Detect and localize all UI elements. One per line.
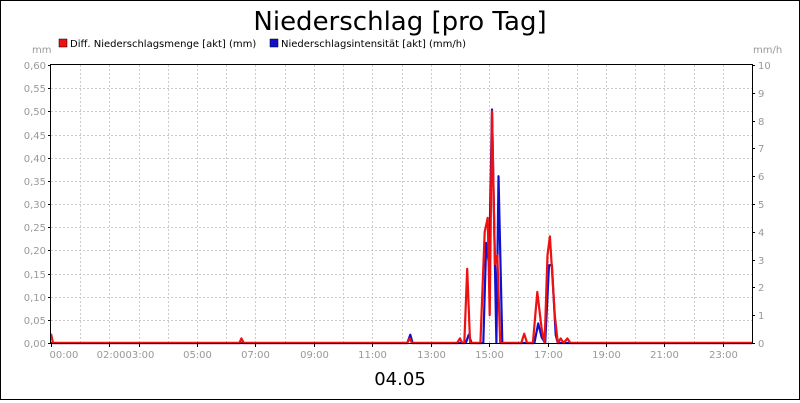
y-right-tick-label: 4 (758, 228, 764, 239)
y-left-tick-label: 0,30 (24, 200, 46, 211)
legend-swatch-blue (269, 38, 279, 48)
y-right-tick-label: 10 (758, 61, 771, 72)
y-right-axis: 0 1 2 3 4 5 6 7 8 9 10 (752, 61, 771, 350)
x-tick-label: 07:00 (241, 350, 270, 361)
y-right-tick-label: 8 (758, 117, 764, 128)
y-left-tick-label: 0,00 (24, 339, 46, 350)
series-line-1 (49, 110, 752, 345)
y-right-tick-label: 6 (758, 172, 764, 183)
x-tick-label: 17:00 (534, 350, 563, 361)
legend-swatch-red (58, 38, 68, 48)
y-right-tick-label: 7 (758, 144, 764, 155)
x-tick-label: 00:00 (50, 350, 79, 361)
y-right-tick-label: 1 (758, 311, 764, 322)
y-left-tick-label: 0,15 (24, 270, 46, 281)
y-left-tick-label: 0,25 (24, 223, 46, 234)
x-tick-label: 03:00 (126, 350, 155, 361)
y-left-tick-label: 0,35 (24, 177, 46, 188)
grid-lines (51, 65, 752, 343)
y-left-tick-label: 0,50 (24, 107, 46, 118)
y-left-tick-label: 0,10 (24, 293, 46, 304)
y-left-tick-label: 0,60 (24, 61, 46, 72)
y-left-tick-label: 0,45 (24, 131, 46, 142)
y-left-unit: mm (32, 45, 51, 56)
legend-label-series-2: Niederschlagsintensität [akt] (mm/h) (281, 39, 466, 50)
chart-title: Niederschlag [pro Tag] (253, 7, 546, 37)
y-left-tick-label: 0,40 (24, 154, 46, 165)
x-tick-label: 05:00 (183, 350, 212, 361)
legend-label-series-1: Diff. Niederschlagsmenge [akt] (mm) (70, 39, 256, 50)
x-tick-label: 23:00 (709, 350, 738, 361)
x-axis: 00:00 02:00 03:00 05:00 07:00 09:00 11:00 13:00… (50, 343, 738, 361)
series-line-2 (51, 108, 752, 345)
y-right-tick-label: 2 (758, 283, 764, 294)
series-layer (49, 108, 752, 345)
y-left-tick-label: 0,05 (24, 316, 46, 327)
y-right-tick-label: 3 (758, 256, 764, 267)
y-right-tick-label: 0 (758, 339, 764, 350)
x-tick-label: 19:00 (592, 350, 621, 361)
date-label: 04.05 (374, 369, 426, 390)
y-right-tick-label: 9 (758, 89, 764, 100)
y-left-axis: 0,00 0,05 0,10 0,15 0,20 0,25 0,30 0,35 0,40 0,45… (24, 61, 51, 350)
y-right-unit: mm/h (753, 45, 782, 56)
x-tick-label: 09:00 (300, 350, 329, 361)
plot-frame (50, 64, 753, 344)
y-right-tick-label: 5 (758, 200, 764, 211)
x-tick-label: 11:00 (358, 350, 387, 361)
x-tick-label: 02:00 (97, 350, 126, 361)
x-tick-label: 13:00 (417, 350, 446, 361)
y-left-tick-label: 0,55 (24, 84, 46, 95)
x-tick-label: 15:00 (475, 350, 504, 361)
x-tick-label: 21:00 (650, 350, 679, 361)
y-left-tick-label: 0,20 (24, 246, 46, 257)
